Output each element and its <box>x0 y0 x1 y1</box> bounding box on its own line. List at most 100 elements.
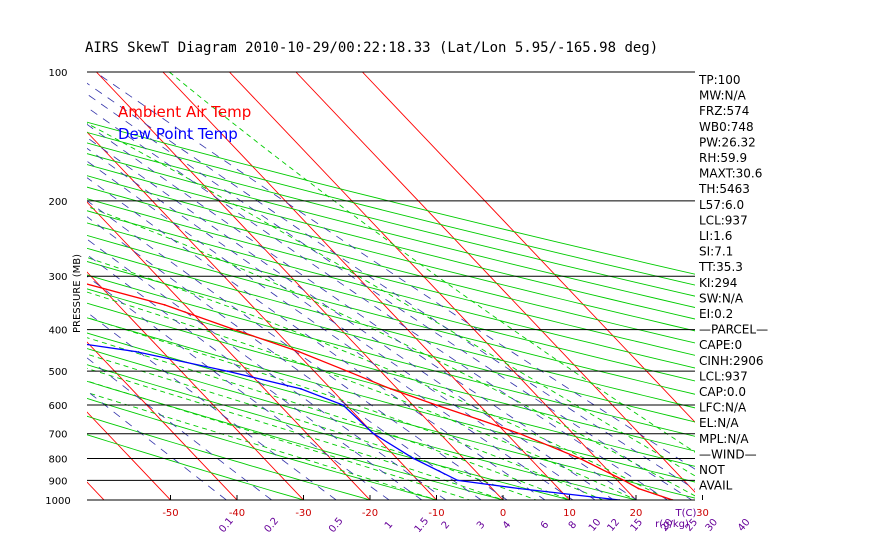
dry-adiabat-line <box>87 164 695 320</box>
mixing-ratio-line <box>87 137 615 500</box>
series-point-dew-point-temp <box>517 487 520 490</box>
series-point-dew-point-temp <box>135 350 137 353</box>
index-label: MW:N/A <box>699 89 747 103</box>
dry-adiabat-line <box>87 261 695 423</box>
mixing-ratio-line <box>87 160 574 500</box>
bottom-temp-tick-label: 10 <box>563 508 576 519</box>
axes: 1002003004005006007008009001000-120-110-… <box>45 68 752 535</box>
index-label: TH:5463 <box>698 182 750 196</box>
index-label: CAP:0.0 <box>699 385 746 399</box>
mixing-ratio-label: 6 <box>539 519 552 531</box>
mixing-ratio-label: 4 <box>501 519 514 531</box>
moist-adiabat-line <box>87 392 439 500</box>
dry-adiabat-line <box>87 247 695 409</box>
pressure-tick-label: 900 <box>48 476 67 487</box>
index-label: PW:26.32 <box>699 135 756 149</box>
series-line-dew-point-temp <box>87 343 620 500</box>
dry-adiabat-line <box>87 131 695 286</box>
index-label: LFC:N/A <box>699 401 747 415</box>
index-label: MAXT:30.6 <box>699 167 762 181</box>
moist-adiabat-line <box>87 122 695 477</box>
mixing-ratio-line <box>87 147 596 500</box>
isotherm-line <box>87 411 172 500</box>
series-point-dew-point-temp <box>456 479 459 482</box>
legend-dew-point-temp: Dew Point Temp <box>118 125 238 143</box>
series-point-ambient-air-temp <box>435 404 437 406</box>
y-axis-label: PRESSURE (MB) <box>72 254 83 333</box>
dry-adiabat-line <box>87 380 505 500</box>
mixing-ratio-unit-label: r(g/kg) <box>655 519 689 530</box>
index-label: L57:6.0 <box>699 198 744 212</box>
series-point-ambient-air-temp <box>297 350 300 353</box>
index-label: EL:N/A <box>699 416 739 430</box>
dry-adiabat-line <box>87 302 695 467</box>
dry-adiabat-line <box>87 274 695 437</box>
index-label: FRZ:574 <box>699 104 749 118</box>
mixing-ratio-label: 1 <box>383 519 396 531</box>
index-label: AVAIL <box>699 479 733 493</box>
mixing-ratio-label: 8 <box>567 519 580 531</box>
mixing-ratio-line <box>87 238 447 500</box>
mixing-ratio-line <box>87 390 228 500</box>
series-point-dew-point-temp <box>300 388 302 390</box>
mixing-ratio-line <box>87 200 508 500</box>
dry-adiabat-line <box>87 434 306 500</box>
pressure-tick-label: 300 <box>48 272 67 283</box>
pressure-tick-label: 800 <box>48 455 67 466</box>
index-label: WB0:748 <box>699 120 754 134</box>
dry-adiabat-line <box>87 142 695 297</box>
series-point-dew-point-temp <box>342 404 344 406</box>
index-label: SI:7.1 <box>699 245 733 259</box>
dry-adiabat-line <box>87 234 695 395</box>
isotherm-line <box>87 341 238 500</box>
pressure-tick-label: 100 <box>48 68 67 79</box>
index-label: TT:35.3 <box>698 260 743 274</box>
temperature-unit-label: T(C) <box>675 508 697 519</box>
series-point-ambient-air-temp <box>389 388 392 390</box>
moist-adiabat-line <box>87 256 671 500</box>
series-point-dew-point-temp <box>226 370 229 373</box>
bottom-temp-tick-label: -30 <box>295 508 311 519</box>
mixing-ratio-line <box>87 275 390 500</box>
series-point-ambient-air-temp <box>479 419 481 421</box>
mixing-ratio-label: 2 <box>440 519 453 531</box>
mixing-ratio-line <box>87 311 337 500</box>
series-point-dew-point-temp <box>372 432 375 435</box>
dry-adiabat-line <box>87 415 372 500</box>
mixing-ratio-line <box>87 106 669 500</box>
mixing-ratio-line <box>95 72 695 470</box>
mixing-ratio-line <box>87 177 546 500</box>
isotherm-line <box>362 72 695 423</box>
index-label: RH:59.9 <box>699 151 747 165</box>
index-label: —PARCEL— <box>699 323 768 337</box>
pressure-tick-label: 1000 <box>45 496 70 507</box>
mixing-ratio-label: 3 <box>475 519 488 531</box>
background-lines <box>87 72 695 500</box>
moist-adiabat-line <box>169 72 695 453</box>
moist-adiabat-line <box>87 205 695 497</box>
dry-adiabat-line <box>87 175 695 332</box>
dry-adiabat-line <box>87 186 695 344</box>
index-label: KI:294 <box>699 276 737 290</box>
pressure-tick-label: 700 <box>48 430 67 441</box>
dry-adiabat-line <box>87 198 695 356</box>
index-label: CAPE:0 <box>699 338 742 352</box>
index-label: CINH:2906 <box>699 354 764 368</box>
legend-ambient-air-temp: Ambient Air Temp <box>118 103 251 121</box>
isotherm-line <box>87 271 305 500</box>
dry-adiabat-line <box>87 222 695 382</box>
dry-adiabat-line <box>87 210 695 369</box>
series-point-ambient-air-temp <box>579 457 581 460</box>
chart-title: AIRS SkewT Diagram 2010-10-29/00:22:18.3… <box>85 40 658 56</box>
index-label: LCL:937 <box>699 369 748 383</box>
mixing-ratio-line <box>87 254 423 500</box>
moist-adiabat-line <box>87 317 604 500</box>
pressure-tick-label: 400 <box>48 326 67 337</box>
dry-adiabat-line <box>87 153 695 308</box>
pressure-tick-label: 600 <box>48 401 67 412</box>
bottom-temp-tick-label: -10 <box>428 508 444 519</box>
isotherm-line <box>295 72 695 493</box>
index-label: LI:1.6 <box>699 229 732 243</box>
